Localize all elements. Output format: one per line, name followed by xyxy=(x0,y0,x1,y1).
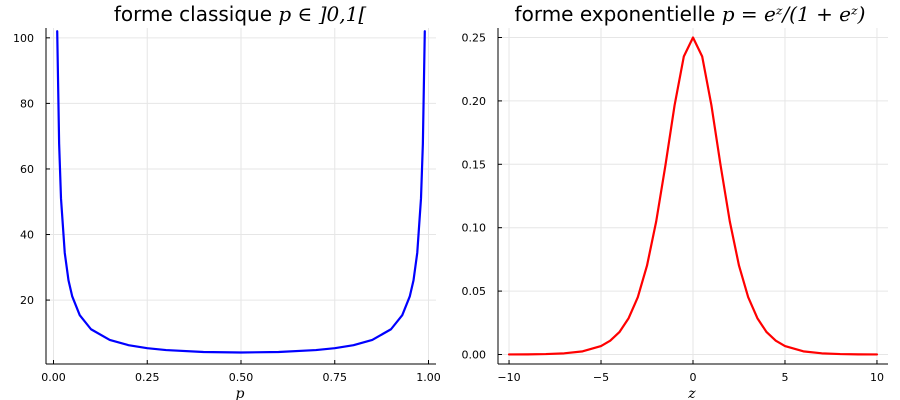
right-chart-series-line xyxy=(507,36,879,356)
left-chart-grid xyxy=(46,28,436,364)
left-chart-y-tick-label: 80 xyxy=(20,97,34,110)
left-chart-y-ticks: 20 40 60 80 100 xyxy=(13,32,50,307)
left-chart-title: forme classique p ∈ ]0,1[ xyxy=(114,2,366,26)
right-chart-x-tick-label: 10 xyxy=(870,371,884,384)
right-chart-y-tick-label: 0.20 xyxy=(462,95,487,108)
left-chart-x-tick-label: 1.00 xyxy=(416,371,441,384)
right-chart-grid xyxy=(498,28,888,364)
left-chart-x-tick-label: 0.50 xyxy=(229,371,254,384)
right-chart-line-area xyxy=(507,36,879,356)
left-chart-y-tick-label: 100 xyxy=(13,32,34,45)
left-chart-x-ticks: 0.00 0.25 0.50 0.75 1.00 xyxy=(41,360,441,384)
left-chart-series-line xyxy=(56,30,426,354)
left-chart-y-tick-label: 20 xyxy=(20,294,34,307)
left-chart-line-area xyxy=(56,30,426,354)
right-chart-x-tick-label: 5 xyxy=(781,371,788,384)
right-chart-y-ticks: 0.00 0.05 0.10 0.15 0.20 0.25 xyxy=(462,32,502,361)
right-chart-x-tick-label: 0 xyxy=(690,371,697,384)
left-chart-title-math: p ∈ ]0,1[ xyxy=(278,2,366,26)
left-chart-x-tick-label: 0.75 xyxy=(323,371,348,384)
left-chart-x-tick-label: 0.00 xyxy=(41,371,66,384)
left-chart-y-tick-label: 60 xyxy=(20,163,34,176)
right-chart-y-tick-label: 0.05 xyxy=(462,285,487,298)
right-chart-y-tick-label: 0.00 xyxy=(462,348,487,361)
right-chart-y-tick-label: 0.15 xyxy=(462,158,487,171)
left-chart-y-tick-label: 40 xyxy=(20,229,34,242)
left-chart-x-tick-label: 0.25 xyxy=(135,371,160,384)
right-chart-x-tick-label: −10 xyxy=(497,371,520,384)
right-chart-y-tick-label: 0.10 xyxy=(462,222,487,235)
right-chart-title: forme exponentielle p = eᶻ/(1 + eᶻ) xyxy=(515,2,866,26)
left-chart-panel: forme classique p ∈ ]0,1[ 0.00 0.25 0.50 0.… xyxy=(13,2,441,400)
right-chart-title-math: p = eᶻ/(1 + eᶻ) xyxy=(722,2,866,26)
right-chart-x-tick-label: −5 xyxy=(593,371,609,384)
right-chart-x-label: z xyxy=(687,386,696,400)
right-chart-x-ticks: −10 −5 0 5 10 xyxy=(497,360,884,384)
right-chart-panel: forme exponentielle p = eᶻ/(1 + eᶻ) −10−… xyxy=(462,2,888,400)
right-chart-y-tick-label: 0.25 xyxy=(462,32,487,45)
left-chart-x-label: p xyxy=(236,386,245,400)
